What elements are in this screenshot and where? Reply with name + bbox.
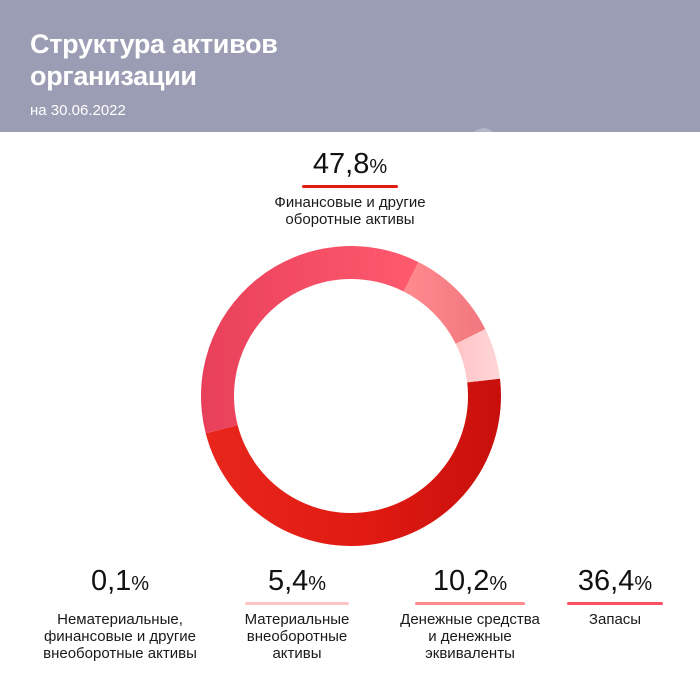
value-label: 10,2% <box>432 565 508 597</box>
page-subtitle: на 30.06.2022 <box>30 102 126 119</box>
legend-bar <box>245 602 349 605</box>
callout-intangible-assets: 0,1% Нематериальные, финансовые и другие в… <box>20 565 220 662</box>
value-label: 47,8% <box>312 148 388 180</box>
category-label: Финансовые и другие оборотные активы <box>274 194 426 228</box>
legend-bar <box>302 185 398 188</box>
slice-cash <box>403 262 486 344</box>
category-label: Нематериальные, финансовые и другие внеобо… <box>43 611 197 662</box>
callout-cash: 10,2% Денежные средства и денежные эквивал… <box>380 565 560 662</box>
category-label: Запасы <box>588 611 642 628</box>
header-banner: Структура активов организации на 30.06.2… <box>0 0 700 132</box>
slice-tangible-assets <box>455 329 500 382</box>
callout-inventory: 36,4% Запасы <box>560 565 670 628</box>
category-label: Денежные средства и денежные эквиваленты <box>400 611 540 662</box>
callout-financial-current-assets: 47,8% Финансовые и другие оборотные актив… <box>240 148 460 228</box>
page-title: Структура активов организации <box>30 29 278 91</box>
legend-bar <box>415 602 525 605</box>
category-label: Материальные внеоборотные активы <box>244 611 350 662</box>
slice-intangible-assets <box>467 377 500 383</box>
value-label: 36,4% <box>577 565 653 597</box>
legend-bar <box>567 602 663 605</box>
value-label: 0,1% <box>90 565 150 597</box>
slice-financial-current-assets <box>205 378 502 547</box>
slice-inventory <box>201 246 419 434</box>
callout-tangible-assets: 5,4% Материальные внеоборотные активы <box>222 565 372 662</box>
value-label: 5,4% <box>267 565 327 597</box>
